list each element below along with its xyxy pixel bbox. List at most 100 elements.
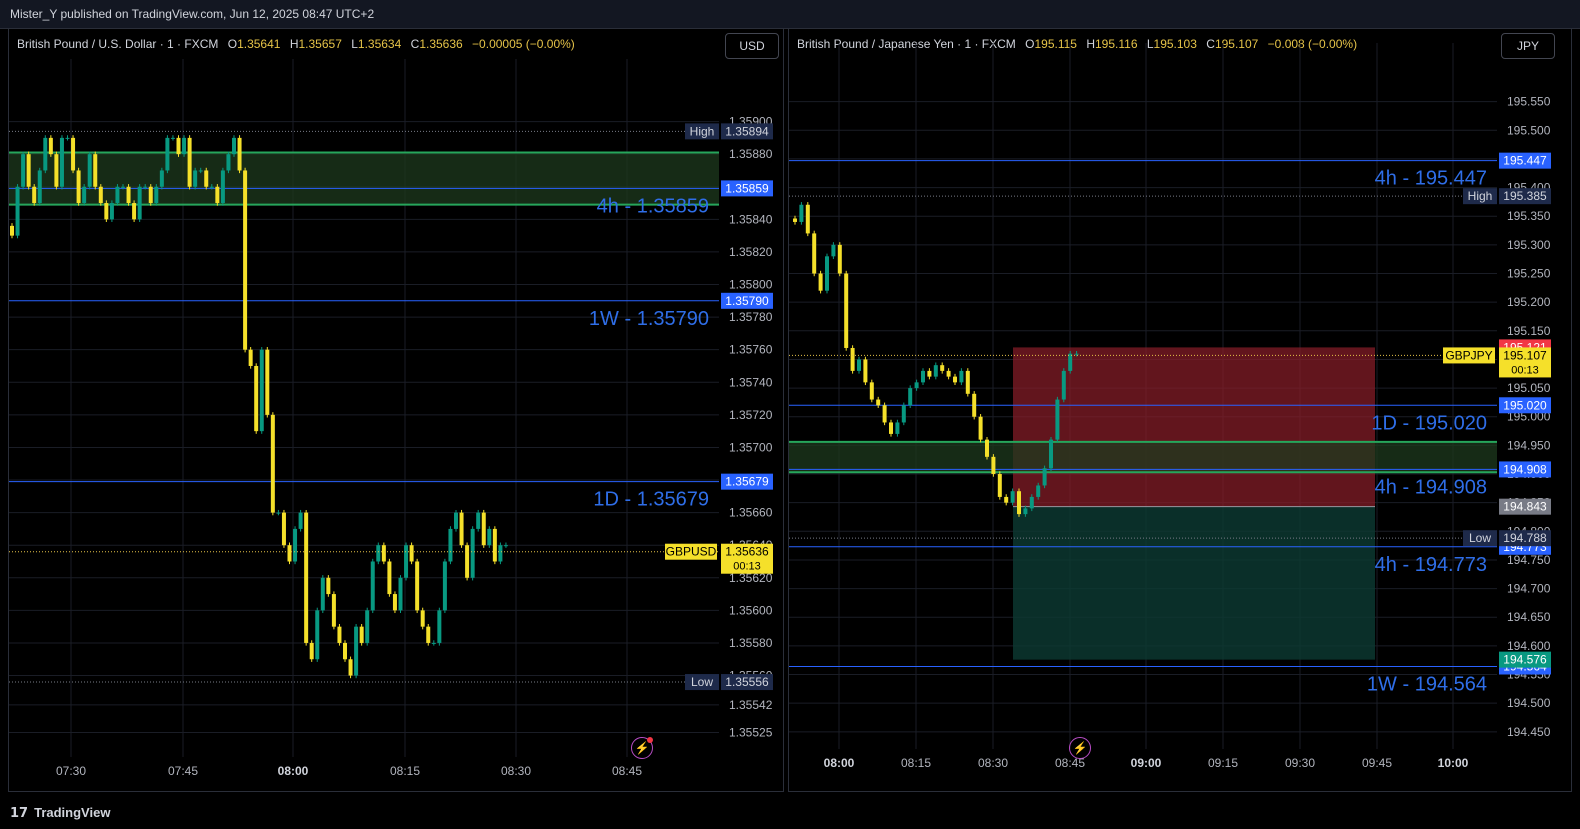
candle-body: [365, 610, 370, 643]
currency-button[interactable]: USD: [725, 33, 779, 59]
session-high-value-bg: [1499, 188, 1551, 205]
candle-body: [126, 186, 131, 204]
candle-body: [857, 359, 861, 371]
publisher-bar: Mister_Y published on TradingView.com, J…: [0, 0, 1580, 29]
price-chart-gbpusd[interactable]: 1.359001.358801.358601.358401.358201.358…: [9, 29, 785, 793]
candle-body: [895, 422, 900, 434]
publisher-text: Mister_Y published on TradingView.com, J…: [10, 7, 375, 21]
last-price-value: 195.107: [1503, 348, 1547, 362]
candle-body: [965, 370, 970, 394]
session-low-value: 194.788: [1503, 531, 1547, 545]
candle-body: [26, 154, 31, 187]
candle-body: [889, 422, 893, 434]
candle-body: [376, 545, 381, 562]
y-tick-label: 1.35542: [729, 698, 773, 712]
candle-body: [37, 170, 42, 204]
currency-button[interactable]: JPY: [1501, 33, 1555, 59]
session-high-value: 1.35894: [725, 124, 769, 138]
symbol-legend: British Pound / U.S. Dollar · 1 · FXCM O…: [17, 37, 575, 51]
candle-body: [940, 365, 945, 371]
candle-body: [1061, 370, 1066, 400]
x-tick-label: 09:45: [1362, 756, 1392, 770]
candle-body: [248, 349, 253, 366]
candle-body: [159, 170, 164, 187]
candle-body: [850, 347, 855, 371]
candle-body: [182, 137, 187, 155]
candle-body: [237, 137, 242, 171]
level-price-badge-bg: [1499, 152, 1551, 169]
candle-body: [459, 512, 464, 546]
candle-body: [448, 528, 453, 562]
candle-body: [259, 349, 264, 432]
y-tick-label: 1.35720: [729, 408, 773, 422]
chart-panel-gbpusd[interactable]: British Pound / U.S. Dollar · 1 · FXCM O…: [8, 28, 784, 792]
session-low-value-bg: [721, 674, 773, 691]
candle-body: [176, 137, 181, 155]
y-tick-label: 195.550: [1507, 95, 1551, 109]
candle-body: [404, 545, 409, 578]
y-tick-label: 194.450: [1507, 725, 1551, 739]
x-tick-label: 08:00: [824, 756, 855, 770]
y-tick-label: 194.700: [1507, 582, 1551, 596]
candle-body: [193, 170, 198, 187]
candle-body: [10, 225, 14, 236]
candle-body: [818, 273, 823, 291]
y-tick-label: 1.35780: [729, 310, 773, 324]
candle-body: [82, 186, 87, 204]
candle-body: [265, 349, 270, 415]
candle-body: [503, 545, 508, 547]
candle-body: [392, 594, 397, 611]
y-tick-label: 194.600: [1507, 639, 1551, 653]
candle-body: [21, 154, 26, 187]
y-tick-label: 194.950: [1507, 438, 1551, 452]
candle-body: [946, 370, 951, 377]
candle-body: [132, 203, 137, 220]
session-low-tag: Low: [1469, 531, 1491, 545]
lightning-icon[interactable]: ⚡: [631, 737, 653, 759]
y-tick-label: 1.35800: [729, 278, 773, 292]
candle-body: [901, 405, 906, 423]
candle-body: [198, 170, 203, 172]
candle-body: [997, 474, 1002, 497]
symbol-tag-bg: [665, 543, 717, 560]
candle-body: [154, 186, 159, 204]
candle-body: [71, 137, 76, 171]
candle-body: [831, 244, 836, 257]
level-price-badge: 194.908: [1503, 462, 1547, 476]
level-label: 1W - 194.564: [1367, 674, 1487, 696]
last-price-badge-bg: [721, 543, 773, 574]
candle-body: [1029, 496, 1034, 509]
y-tick-label: 195.300: [1507, 238, 1551, 252]
candle-body: [354, 626, 359, 676]
y-tick-label: 1.35840: [729, 212, 773, 226]
candle-body: [481, 512, 486, 546]
candle-body: [143, 186, 148, 188]
y-tick-label: 195.200: [1507, 295, 1551, 309]
y-tick-label: 1.35880: [729, 147, 773, 161]
footer-bar: [0, 792, 1580, 829]
level-label: 1D - 195.020: [1371, 412, 1487, 434]
lightning-icon[interactable]: ⚡: [1069, 737, 1091, 759]
session-low-tag: Low: [691, 675, 713, 689]
y-tick-label: 1.35740: [729, 375, 773, 389]
candle-body: [869, 382, 874, 400]
take-profit-zone: [1013, 506, 1375, 660]
candle-body: [87, 154, 92, 187]
high-value: 1.35657: [298, 37, 342, 51]
candle-body: [837, 244, 842, 274]
session-low-value-bg: [1499, 530, 1551, 547]
open-value: 195.115: [1034, 37, 1077, 51]
candle-body: [426, 626, 431, 643]
session-high-tag-bg: [685, 123, 719, 140]
candle-body: [165, 137, 170, 171]
tradingview-logo[interactable]: 17 TradingView: [10, 805, 110, 821]
chart-panel-gbpjpy[interactable]: British Pound / Japanese Yen · 1 · FXCM …: [788, 28, 1572, 792]
level-price-badge: 195.447: [1503, 154, 1547, 168]
candle-body: [1017, 491, 1021, 515]
candle-body: [309, 642, 314, 660]
candle-body: [793, 218, 797, 222]
y-tick-label: 1.35760: [729, 343, 773, 357]
candle-body: [43, 137, 48, 171]
level-price-badge-bg: [1499, 461, 1551, 478]
price-chart-gbpjpy[interactable]: 195.550195.500195.450195.400195.350195.3…: [789, 29, 1573, 793]
